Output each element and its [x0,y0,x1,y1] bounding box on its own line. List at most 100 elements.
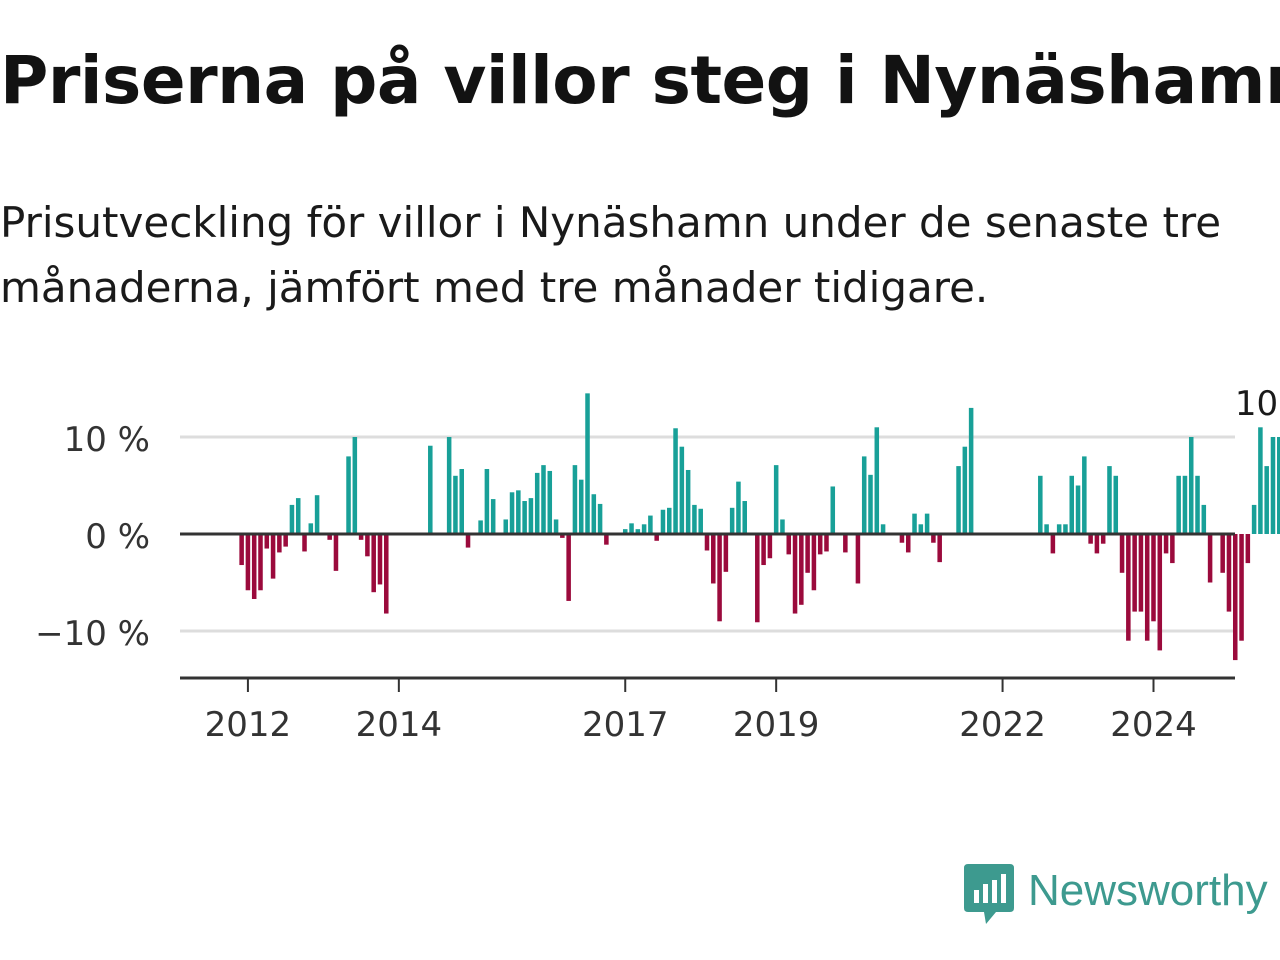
bar [717,534,722,622]
bar [371,534,376,593]
bar [377,534,383,585]
bar [591,494,597,534]
bar [534,472,540,534]
bar [667,507,672,534]
bar [446,437,452,534]
x-tick-label: 2022 [959,705,1046,745]
bar [1100,534,1106,544]
bar [384,534,389,614]
bar [245,534,251,591]
x-tick-label: 2019 [733,705,820,745]
bar [773,465,779,534]
bar [931,534,936,543]
bar [817,534,823,555]
brand-name: Newsworthy [1028,866,1268,915]
bar [251,534,257,599]
bar [1195,475,1200,534]
bar [824,534,829,552]
bar [918,524,924,534]
bar [629,523,634,534]
bar [1144,534,1150,641]
bar [566,534,571,601]
bar [1094,534,1100,554]
bar [604,534,609,545]
bar [874,427,880,534]
x-tick-label: 2014 [356,705,443,745]
bar [679,446,685,534]
bar [962,446,968,534]
page-title: Priserna på villor steg i Nynäshamn [0,42,1280,119]
bar [1163,534,1169,554]
bar [1069,475,1075,534]
bar [912,513,917,534]
bar [1245,534,1251,564]
bar [1138,534,1144,612]
bar [685,469,691,534]
y-tick-label: −10 % [35,614,150,654]
bar [1270,437,1276,534]
bar [868,474,873,534]
bar [597,503,603,534]
bar [692,504,697,534]
bar [968,407,974,534]
bar [1226,534,1232,612]
y-tick-label: 0 % [85,517,150,557]
bar [811,534,817,591]
bar [1176,475,1181,534]
bar [484,469,490,534]
bar [1075,485,1081,534]
y-tick-label: 10 % [64,420,150,460]
bar [1126,534,1131,641]
bar [295,498,301,534]
bar [1063,524,1068,534]
bar [1239,534,1244,641]
bar [660,509,666,534]
bar [270,534,276,579]
bar [1182,475,1188,534]
bar [704,534,710,551]
newsworthy-logo-icon [964,864,1014,924]
bar [736,481,741,534]
bar [786,534,792,555]
bar [1251,504,1257,534]
bar [880,524,886,534]
bar [239,534,244,566]
bar [937,534,942,563]
bar [861,456,867,534]
bar [924,513,930,534]
bar [314,495,320,534]
bar [1277,437,1280,534]
bar [465,534,471,548]
bar [264,534,270,549]
x-tick-label: 2017 [582,705,669,745]
bar [560,534,565,538]
bar [641,524,647,534]
bar [1207,534,1213,583]
bar [698,508,703,534]
bar [490,499,496,534]
bar [1220,534,1225,573]
bar [547,470,553,534]
bar [673,428,678,534]
bar [1082,456,1087,534]
bar [905,534,911,553]
bar [761,534,766,566]
bar [654,534,659,541]
newsworthy-logo: Newsworthy [964,864,1268,926]
bar [509,492,515,534]
bar [553,519,559,534]
bar [541,465,546,534]
bar [1119,534,1125,573]
bar [453,475,458,534]
bar [723,534,729,572]
bar [333,534,339,571]
bar [792,534,798,614]
bar [585,393,590,534]
bar [503,519,509,534]
bar [346,456,351,534]
bar [780,519,785,534]
bar [283,534,288,547]
bar [843,534,848,553]
bar [516,490,521,534]
bar [1264,466,1269,534]
